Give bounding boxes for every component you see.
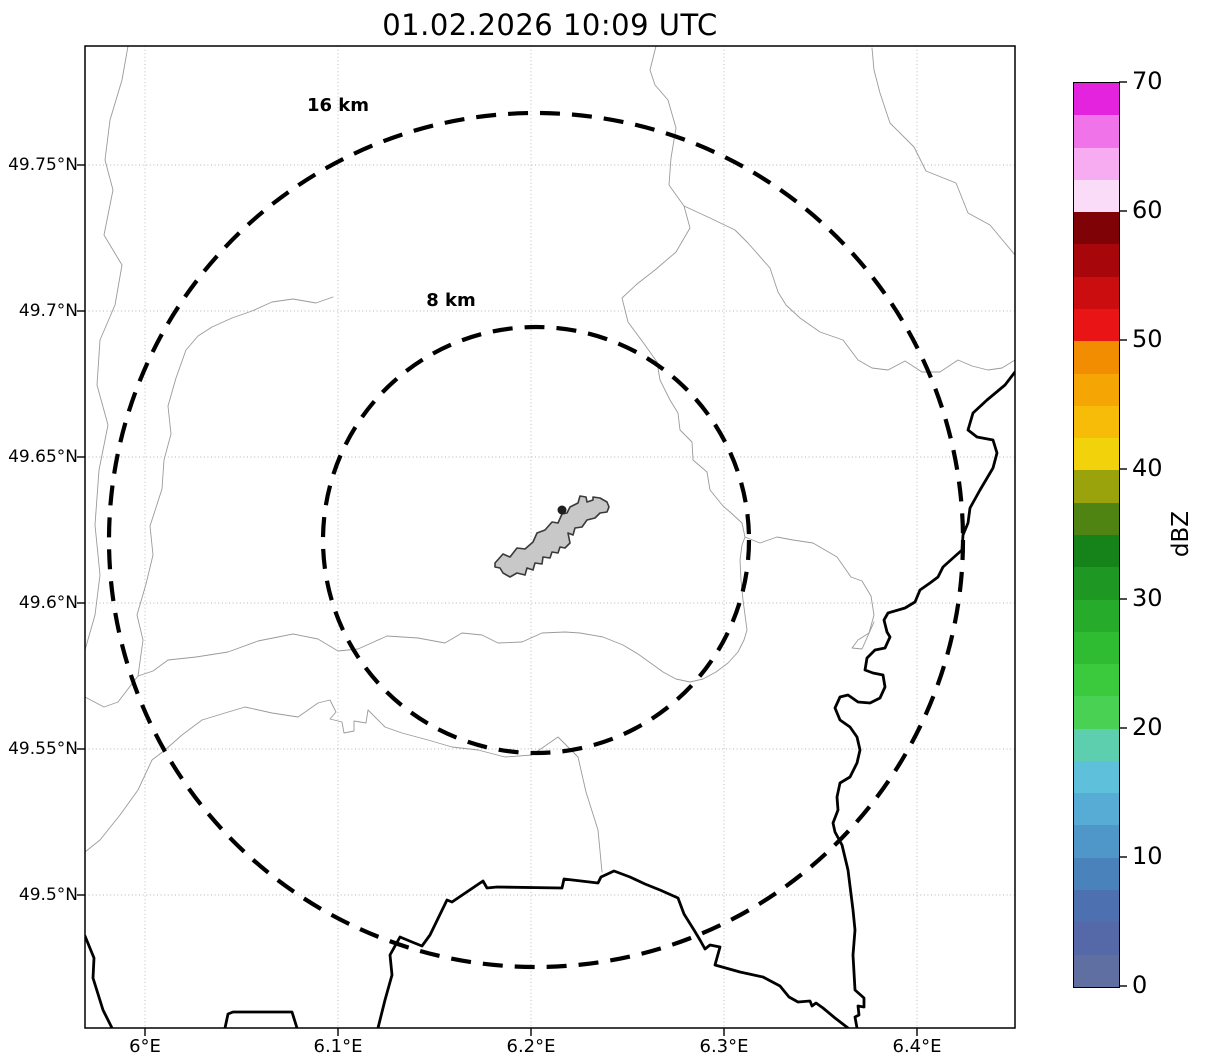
x-tick-label: 6.4°E xyxy=(892,1036,942,1057)
colorbar-band xyxy=(1074,502,1119,535)
colorbar-band xyxy=(1074,793,1119,826)
colorbar-band xyxy=(1074,244,1119,277)
colorbar-band xyxy=(1074,212,1119,245)
colorbar-band xyxy=(1074,825,1119,858)
radar-site-marker xyxy=(557,505,567,515)
colorbar-band xyxy=(1074,373,1119,406)
x-tick-label: 6.2°E xyxy=(506,1036,556,1057)
range-ring-label-8km: 8 km xyxy=(426,290,476,311)
axis-tick-marks xyxy=(77,164,918,1036)
y-tick-label: 49.5°N xyxy=(18,885,78,905)
colorbar-band xyxy=(1074,276,1119,309)
colorbar-band xyxy=(1074,115,1119,148)
colorbar-band xyxy=(1074,308,1119,342)
colorbar-band xyxy=(1074,696,1119,729)
colorbar-band xyxy=(1074,567,1119,600)
country-border-lines xyxy=(85,869,850,1028)
colorbar-band xyxy=(1074,534,1119,568)
range-ring-8km xyxy=(320,324,752,756)
colorbar-tick-label: 50 xyxy=(1132,325,1163,353)
colorbar-band xyxy=(1074,599,1119,632)
colorbar-tick-label: 40 xyxy=(1132,454,1163,482)
x-tick-label: 6.1°E xyxy=(313,1036,363,1057)
colorbar-band xyxy=(1074,954,1119,987)
colorbar-band xyxy=(1074,857,1119,891)
range-ring-16km xyxy=(106,110,966,970)
colorbar-band xyxy=(1074,470,1119,503)
urban-area-polygon xyxy=(494,495,610,578)
colorbar-bands xyxy=(1073,82,1120,988)
y-tick-label: 49.65°N xyxy=(8,447,78,467)
colorbar-tick-label: 30 xyxy=(1132,584,1163,612)
colorbar-tick-label: 0 xyxy=(1132,971,1148,999)
colorbar-tick-marks xyxy=(1119,81,1127,987)
colorbar-band xyxy=(1074,341,1119,374)
colorbar-tick-label: 20 xyxy=(1132,713,1163,741)
colorbar-band xyxy=(1074,438,1119,471)
colorbar-band xyxy=(1074,405,1119,439)
x-tick-label: 6°E xyxy=(129,1036,161,1057)
range-ring-label-16km: 16 km xyxy=(306,95,370,116)
colorbar-tick-label: 70 xyxy=(1132,67,1163,95)
y-tick-label: 49.55°N xyxy=(8,739,78,759)
colorbar-band xyxy=(1074,760,1119,794)
colorbar-band xyxy=(1074,147,1119,180)
river-line xyxy=(831,370,1015,1028)
colorbar-band xyxy=(1074,179,1119,213)
plot-title: 01.02.2026 10:09 UTC xyxy=(382,8,718,42)
colorbar-axis-label: dBZ xyxy=(1168,510,1194,558)
colorbar-band xyxy=(1074,664,1119,697)
colorbar-band xyxy=(1074,631,1119,665)
colorbar-tick-label: 10 xyxy=(1132,842,1163,870)
y-tick-label: 49.75°N xyxy=(8,155,78,175)
colorbar-band xyxy=(1074,728,1119,761)
colorbar-band xyxy=(1074,922,1119,955)
x-tick-label: 6.3°E xyxy=(699,1036,749,1057)
y-tick-label: 49.7°N xyxy=(18,301,78,321)
admin-boundary-lines xyxy=(85,46,1015,873)
y-tick-label: 49.6°N xyxy=(18,593,78,613)
map-frame xyxy=(84,45,1016,1029)
colorbar-band xyxy=(1074,83,1119,116)
colorbar-tick-label: 60 xyxy=(1132,196,1163,224)
colorbar-band xyxy=(1074,890,1119,923)
grid-lines xyxy=(85,46,1015,1028)
